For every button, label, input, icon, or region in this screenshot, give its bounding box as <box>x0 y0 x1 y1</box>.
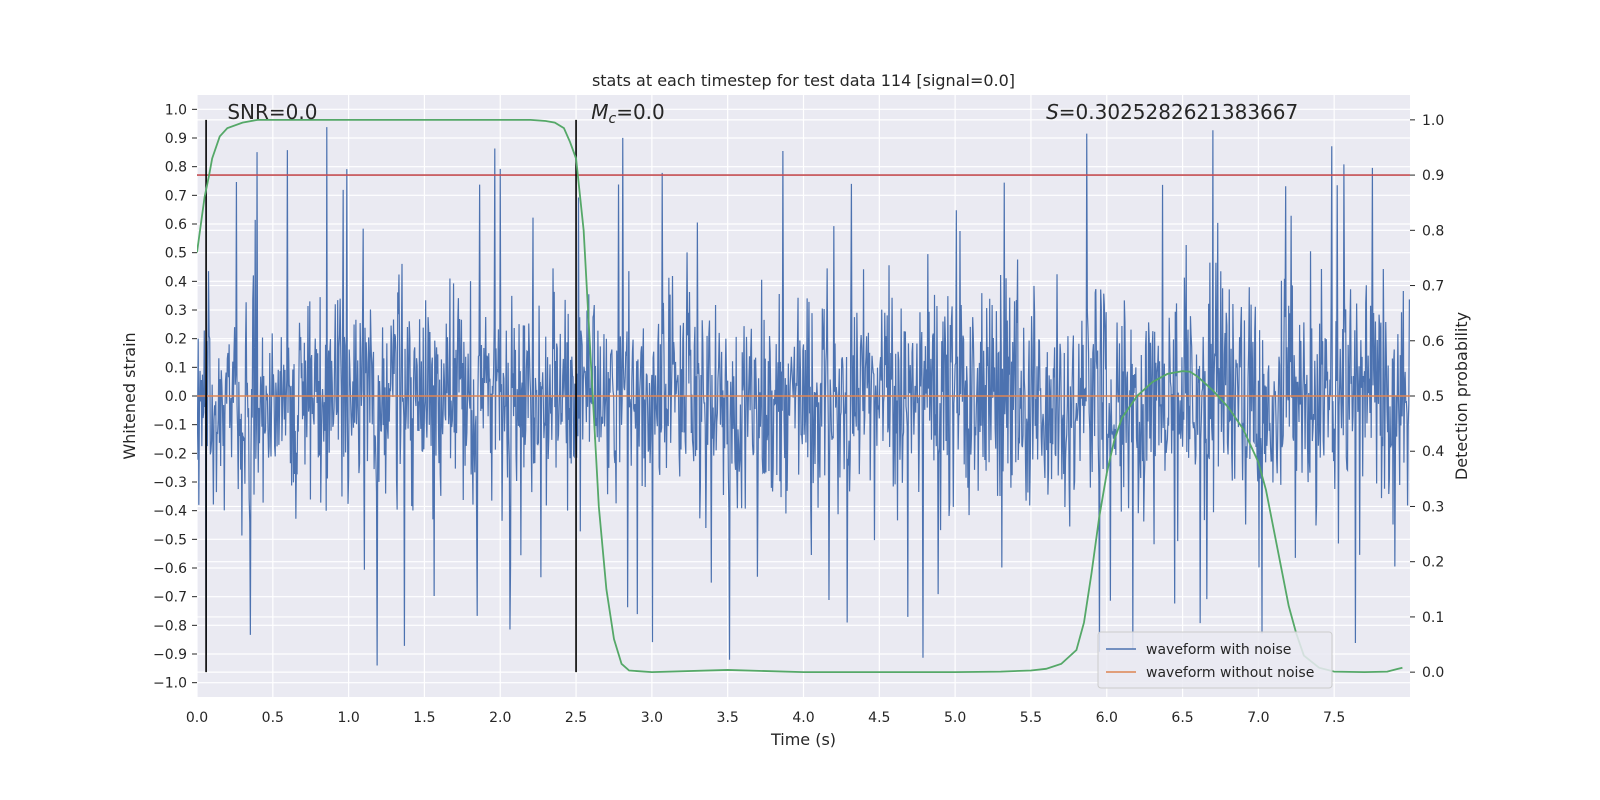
annotation-s-symbol: S <box>1046 100 1059 124</box>
y-left-tick-label-3: 0.7 <box>165 188 187 204</box>
annotation-mc-subscript: c <box>608 111 616 127</box>
y-left-tick-label-9: 0.1 <box>165 360 187 376</box>
y-right-tick-label-8: 0.2 <box>1422 555 1444 571</box>
y-right-tick-label-2: 0.8 <box>1422 223 1444 239</box>
y-right-tick-label-10: 0.0 <box>1422 665 1444 681</box>
x-axis-label: Time (s) <box>770 730 836 749</box>
chart-title: stats at each timestep for test data 114… <box>592 71 1015 90</box>
y-right-tick-label-1: 0.9 <box>1422 168 1444 184</box>
legend-label-waveform-without-noise: waveform without noise <box>1146 665 1314 681</box>
x-tick-label-0: 0.0 <box>186 710 208 726</box>
y-left-tick-label-0: 1.0 <box>165 102 187 118</box>
x-tick-label-5: 2.5 <box>565 710 587 726</box>
plot-area <box>197 118 1410 674</box>
series-layer <box>197 118 1410 674</box>
y-right-tick-label-7: 0.3 <box>1422 499 1444 515</box>
y-left-tick-label-19: −0.9 <box>153 647 187 663</box>
x-tick-label-12: 6.0 <box>1096 710 1118 726</box>
y-left-tick-label-5: 0.5 <box>165 246 187 262</box>
annotation-chirp-mass: Mc=0.0 <box>591 100 665 127</box>
y-left-tick-label-18: −0.8 <box>153 618 187 634</box>
y-left-tick-label-4: 0.6 <box>165 217 187 233</box>
y-left-tick-label-12: −0.2 <box>153 446 187 462</box>
x-tick-label-13: 6.5 <box>1171 710 1193 726</box>
x-tick-label-14: 7.0 <box>1247 710 1269 726</box>
x-tick-label-10: 5.0 <box>944 710 966 726</box>
annotation-s-value: =0.3025282621383667 <box>1059 100 1298 124</box>
x-axis-ticks: 0.0 0.5 1.0 1.5 2.0 2.5 3.0 3.5 4.0 4.5 5.0 5.5 6.0 6… <box>186 710 1345 726</box>
y-left-tick-label-10: 0.0 <box>165 389 187 405</box>
x-tick-label-9: 4.5 <box>868 710 890 726</box>
legend-box <box>1097 631 1333 689</box>
x-tick-label-1: 0.5 <box>262 710 284 726</box>
series-detection-probability <box>197 118 1403 674</box>
y-left-tick-label-11: −0.1 <box>153 418 187 434</box>
y-right-tick-label-9: 0.1 <box>1422 610 1444 626</box>
y-left-tick-label-13: −0.3 <box>153 475 187 491</box>
x-tick-label-8: 4.0 <box>792 710 814 726</box>
y-left-tick-label-1: 0.9 <box>165 131 187 147</box>
y-left-tick-label-15: −0.5 <box>153 532 187 548</box>
x-tick-label-2: 1.0 <box>337 710 359 726</box>
y-left-tick-label-8: 0.2 <box>165 332 187 348</box>
y-left-tick-label-20: −1.0 <box>153 676 187 692</box>
y-left-tick-label-2: 0.8 <box>165 160 187 176</box>
annotation-snr: SNR=0.0 <box>227 100 317 124</box>
y-right-tick-label-3: 0.7 <box>1422 279 1444 295</box>
y-left-tick-label-16: −0.6 <box>153 561 187 577</box>
y-left-tick-label-6: 0.4 <box>165 274 187 290</box>
y-right-tick-label-0: 1.0 <box>1422 113 1444 129</box>
y-right-axis-label: Detection probability <box>1452 312 1471 480</box>
x-tick-label-11: 5.5 <box>1020 710 1042 726</box>
annotation-mc-value: =0.0 <box>616 100 665 124</box>
annotation-score: S=0.3025282621383667 <box>1046 100 1298 124</box>
x-tick-label-6: 3.0 <box>641 710 663 726</box>
y-left-axis-ticks: 1.0 0.9 0.8 0.7 0.6 0.5 0.4 0.3 0.2 0.1 0.0 −0.1 −0.… <box>153 102 197 692</box>
annotation-mc-symbol: M <box>591 100 608 124</box>
y-right-tick-label-5: 0.5 <box>1422 389 1444 405</box>
x-tick-label-3: 1.5 <box>413 710 435 726</box>
x-tick-label-4: 2.0 <box>489 710 511 726</box>
y-left-tick-label-14: −0.4 <box>153 504 187 520</box>
y-right-axis-ticks: 1.0 0.9 0.8 0.7 0.6 0.5 0.4 0.3 0.2 0.1 0.0 <box>1410 113 1444 681</box>
y-right-tick-label-4: 0.6 <box>1422 334 1444 350</box>
x-tick-label-15: 7.5 <box>1323 710 1345 726</box>
x-tick-label-7: 3.5 <box>717 710 739 726</box>
y-left-axis-label: Whitened strain <box>120 332 139 459</box>
y-left-tick-label-17: −0.7 <box>153 590 187 606</box>
legend: waveform with noise waveform without noi… <box>1097 631 1333 689</box>
y-left-tick-label-7: 0.3 <box>165 303 187 319</box>
y-right-tick-label-6: 0.4 <box>1422 444 1444 460</box>
legend-label-waveform-with-noise: waveform with noise <box>1146 642 1291 658</box>
series-waveform-with-noise <box>197 127 1410 666</box>
